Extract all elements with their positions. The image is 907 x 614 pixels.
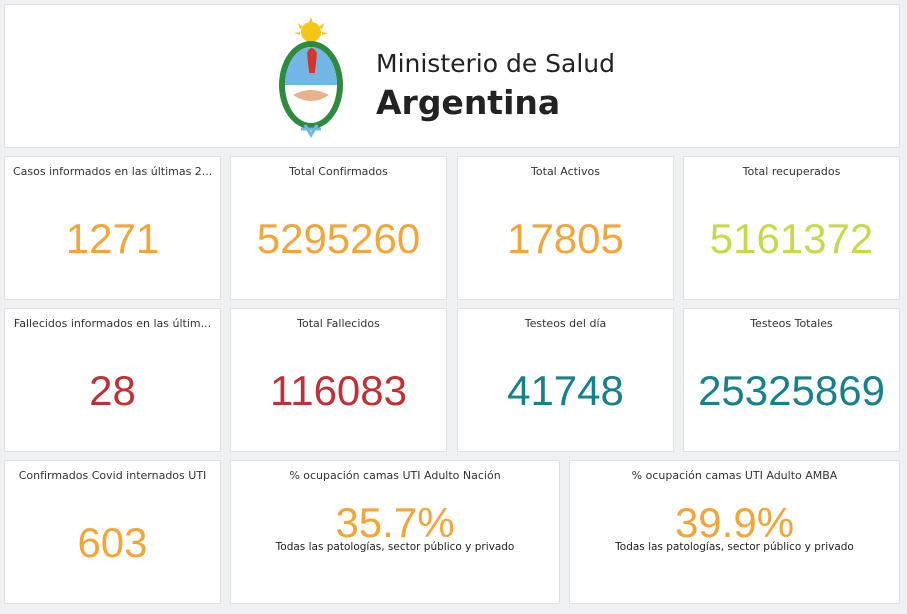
card-value: 603	[77, 519, 148, 566]
stat-card: Total recuperados 5161372	[683, 156, 900, 300]
card-title: Total recuperados	[742, 165, 841, 178]
stat-card: Confirmados Covid internados UTI 603	[4, 460, 221, 604]
card-value: 41748	[507, 367, 624, 414]
stat-card: Total Fallecidos 116083	[230, 308, 447, 452]
stat-card: Total Confirmados 5295260	[230, 156, 447, 300]
card-value: 116083	[269, 367, 408, 414]
card-title: Confirmados Covid internados UTI	[18, 469, 207, 482]
stat-card: Testeos del día 41748	[457, 308, 674, 452]
card-subtitle: Todas las patologías, sector público y p…	[275, 541, 515, 553]
card-title: % ocupación camas UTI Adulto Nación	[289, 469, 501, 482]
card-value: 5295260	[256, 215, 421, 262]
card-title: Total Activos	[531, 165, 600, 178]
stat-card: Testeos Totales 25325869	[683, 308, 900, 452]
header-title: Ministerio de Salud	[376, 49, 616, 78]
card-title: Total Fallecidos	[297, 317, 380, 330]
card-subtitle: Todas las patologías, sector público y p…	[615, 541, 854, 553]
card-title: Casos informados en las últimas 2...	[13, 165, 212, 178]
card-title: Testeos del día	[524, 317, 607, 330]
card-value: 1271	[65, 215, 160, 262]
card-value: 39.9%	[674, 499, 795, 546]
card-value: 25325869	[698, 367, 885, 414]
card-title: Testeos Totales	[750, 317, 833, 330]
stat-card: % ocupación camas UTI Adulto Nación 35.7%…	[230, 460, 560, 604]
stat-card: Fallecidos informados en las últim... 28	[4, 308, 221, 452]
stat-card: Casos informados en las últimas 2... 1271	[4, 156, 221, 300]
header: Ministerio de Salud Argentina	[4, 4, 900, 148]
card-value: 17805	[507, 215, 624, 262]
card-title: % ocupación camas UTI Adulto AMBA	[631, 469, 838, 482]
coat-of-arms	[279, 17, 343, 138]
card-title: Total Confirmados	[289, 165, 388, 178]
card-title: Fallecidos informados en las últim...	[13, 317, 212, 330]
stat-card: Total Activos 17805	[457, 156, 674, 300]
card-value: 35.7%	[335, 499, 455, 546]
header-subtitle: Argentina	[376, 83, 561, 122]
stat-card: % ocupación camas UTI Adulto AMBA 39.9% To…	[569, 460, 900, 604]
card-value: 28	[89, 367, 136, 414]
card-value: 5161372	[709, 215, 874, 262]
